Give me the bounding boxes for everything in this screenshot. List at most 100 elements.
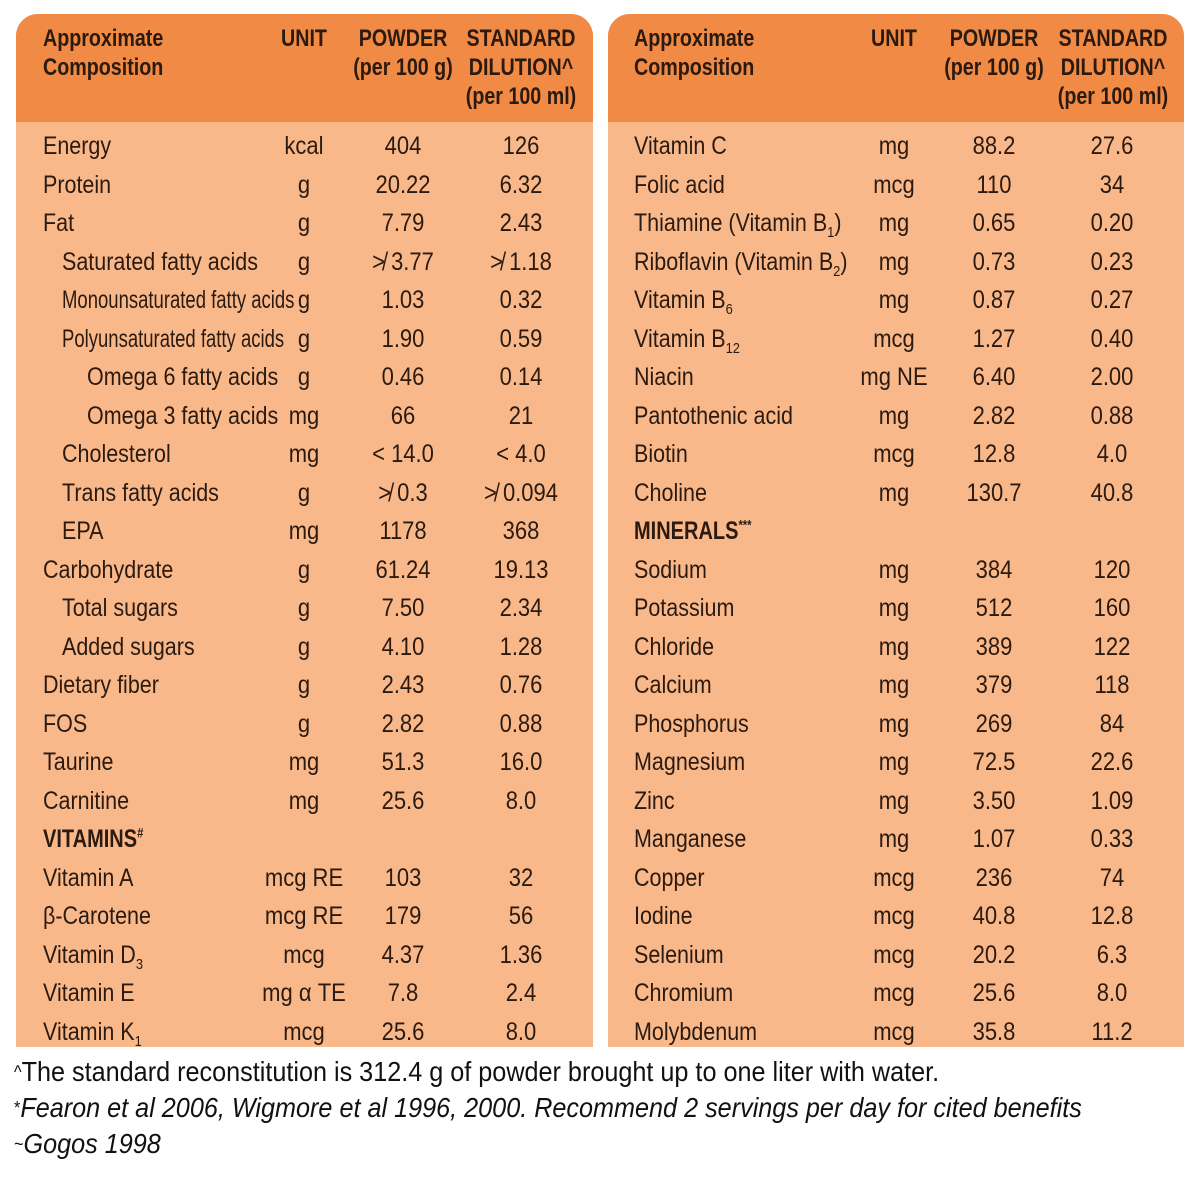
nutrient-name-text: Folic acid bbox=[634, 170, 725, 199]
dilution-value: 19.13 bbox=[493, 555, 549, 584]
table-row: Selenium mcg 20.2 6.3 bbox=[608, 936, 1184, 974]
dilution-value: 0.14 bbox=[499, 363, 543, 391]
nutrient-name-text: Omega 3 fatty acids bbox=[87, 401, 279, 430]
powder-value: 110 bbox=[976, 170, 1012, 199]
powder-value: 1178 bbox=[379, 517, 427, 545]
nutrient-name: FOS bbox=[43, 705, 87, 743]
nutrient-name-text: Calcium bbox=[634, 671, 712, 699]
dilution-value: 2.4 bbox=[505, 979, 537, 1007]
unit-cell: g bbox=[297, 286, 311, 314]
table-row: Folic acid mcg 110 34 bbox=[608, 166, 1184, 204]
powder-value: 2.43 bbox=[381, 671, 425, 699]
powder-value: 0.73 bbox=[972, 247, 1016, 276]
unit-cell: mg NE bbox=[860, 363, 928, 391]
dilution-value: 120 bbox=[1093, 555, 1131, 584]
powder-value: 2.82 bbox=[972, 401, 1016, 430]
unit-cell: mg bbox=[878, 825, 910, 853]
nutrition-table-right: Approximate Composition UNIT POWDER (per 1… bbox=[608, 14, 1184, 1047]
nutrient-name-text: Polyunsaturated fatty acids bbox=[62, 324, 285, 353]
table-row: Fat g 7.79 2.43 bbox=[16, 204, 593, 242]
powder-value: 1.07 bbox=[972, 825, 1016, 853]
nutrient-name: Calcium bbox=[634, 666, 712, 704]
unit-cell: mg bbox=[878, 478, 910, 507]
unit-cell: mg bbox=[878, 555, 910, 584]
powder-value: 40.8 bbox=[972, 902, 1016, 930]
dilution-value: 4.0 bbox=[1096, 440, 1128, 468]
powder-value: 130.7 bbox=[966, 478, 1022, 507]
footnote-mark: ^ bbox=[14, 1062, 22, 1082]
nutrient-name-text: Sodium bbox=[634, 555, 707, 584]
dilution-value: 368 bbox=[502, 517, 540, 545]
nutrient-name-text: Vitamin A bbox=[43, 863, 134, 892]
unit-cell: kcal bbox=[284, 132, 324, 160]
nutrient-name: Total sugars bbox=[62, 589, 178, 627]
nutrient-name: Chromium bbox=[634, 974, 733, 1012]
unit-cell: mcg RE bbox=[264, 863, 344, 892]
table-row: Energy kcal 404 126 bbox=[16, 127, 593, 165]
table-row: Monounsaturated fatty acids g 1.03 0.32 bbox=[16, 281, 593, 319]
nutrient-name-text: Magnesium bbox=[634, 748, 746, 776]
nutrient-name: Energy bbox=[43, 127, 111, 165]
table-row: Carbohydrate g 61.24 19.13 bbox=[16, 551, 593, 589]
unit-cell: mg α TE bbox=[262, 979, 346, 1007]
table-row: Pantothenic acid mg 2.82 0.88 bbox=[608, 397, 1184, 435]
nutrient-name: Added sugars bbox=[62, 628, 195, 666]
nutrient-name-text: Vitamin E bbox=[43, 979, 135, 1007]
table-row: Potassium mg 512 160 bbox=[608, 589, 1184, 627]
table-row: Vitamin B6 mg 0.87 0.27 bbox=[608, 281, 1184, 319]
powder-value: 35.8 bbox=[972, 1017, 1016, 1046]
nutrient-name: Pantothenic acid bbox=[634, 397, 793, 435]
unit-cell: mcg bbox=[873, 940, 915, 969]
powder-value: 3.50 bbox=[972, 786, 1016, 815]
footnote-text: The standard reconstitution is 312.4 g o… bbox=[21, 1056, 940, 1087]
unit-cell: mg bbox=[878, 671, 910, 699]
nutrient-name-text: Carnitine bbox=[43, 786, 130, 815]
table-row: Vitamin E mg α TE 7.8 2.4 bbox=[16, 974, 593, 1012]
powder-value: ≯ 0.3 bbox=[378, 478, 428, 507]
nutrient-name: Cholesterol bbox=[62, 435, 171, 473]
table-row: Copper mcg 236 74 bbox=[608, 859, 1184, 897]
nutrient-name-text: β-Carotene bbox=[43, 902, 151, 930]
powder-value: 25.6 bbox=[381, 786, 425, 815]
nutrient-name-text: Saturated fatty acids bbox=[62, 247, 258, 276]
subscript: 3 bbox=[135, 955, 143, 973]
table-row: Taurine mg 51.3 16.0 bbox=[16, 743, 593, 781]
dilution-value: 27.6 bbox=[1090, 132, 1134, 160]
nutrient-name-text: Niacin bbox=[634, 363, 694, 391]
unit-cell: g bbox=[297, 247, 311, 276]
nutrient-name: Fat bbox=[43, 204, 74, 242]
table-row: Biotin mcg 12.8 4.0 bbox=[608, 435, 1184, 473]
nutrient-name-text: EPA bbox=[62, 517, 104, 545]
nutrient-name-text: VITAMINS bbox=[43, 825, 138, 853]
table-row: Magnesium mg 72.5 22.6 bbox=[608, 743, 1184, 781]
powder-value: 12.8 bbox=[972, 440, 1016, 468]
nutrient-name-text: Carbohydrate bbox=[43, 555, 174, 584]
header-powder: POWDER (per 100 g) bbox=[944, 25, 1044, 81]
nutrient-name-text: Fat bbox=[43, 209, 75, 237]
table-header-right: Approximate Composition UNIT POWDER (per 1… bbox=[608, 14, 1184, 122]
unit-cell: mcg bbox=[873, 863, 915, 892]
nutrient-name-text: Molybdenum bbox=[634, 1017, 758, 1046]
dilution-value: 12.8 bbox=[1090, 902, 1134, 930]
unit-cell: mg bbox=[878, 594, 910, 622]
powder-value: 4.37 bbox=[381, 940, 425, 969]
superscript: *** bbox=[738, 516, 752, 533]
dilution-value: 0.88 bbox=[1090, 401, 1134, 430]
dilution-value: ≯ 0.094 bbox=[483, 478, 559, 507]
nutrient-name: Potassium bbox=[634, 589, 734, 627]
nutrient-name: Trans fatty acids bbox=[62, 474, 219, 512]
powder-value: 0.46 bbox=[381, 363, 425, 391]
table-row: Vitamin A mcg RE 103 32 bbox=[16, 859, 593, 897]
powder-value: 7.50 bbox=[381, 594, 425, 622]
powder-value: < 14.0 bbox=[372, 440, 434, 468]
unit-cell: mg bbox=[878, 632, 910, 661]
table-row: Vitamin C mg 88.2 27.6 bbox=[608, 127, 1184, 165]
dilution-value: 0.33 bbox=[1090, 825, 1134, 853]
unit-cell: g bbox=[297, 324, 311, 353]
dilution-value: 0.59 bbox=[499, 324, 543, 353]
nutrient-name: Omega 6 fatty acids bbox=[87, 358, 278, 396]
dilution-value: 40.8 bbox=[1090, 478, 1134, 507]
unit-cell: g bbox=[297, 209, 311, 237]
unit-cell: mcg bbox=[873, 324, 915, 353]
nutrient-name: Vitamin E bbox=[43, 974, 135, 1012]
